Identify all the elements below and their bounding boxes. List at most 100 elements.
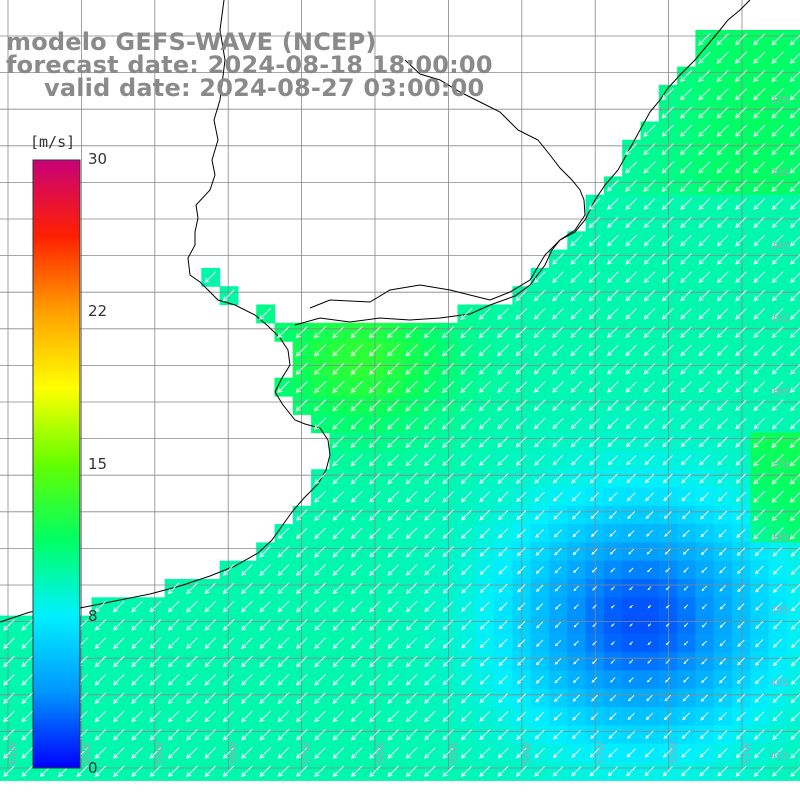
wind-arrow: [442, 417, 455, 430]
wind-arrow: [698, 88, 711, 101]
wind-arrow: [167, 710, 180, 723]
wind-arrow: [679, 161, 693, 174]
wind-arrow: [625, 161, 638, 174]
wind-arrow: [629, 641, 634, 646]
wind-arrow: [149, 673, 162, 686]
wind-arrow: [497, 765, 509, 777]
wind-arrow: [771, 234, 784, 247]
wind-arrow: [259, 692, 272, 704]
wind-arrow: [533, 307, 546, 320]
wind-arrow: [719, 621, 726, 628]
wind-arrow: [680, 326, 692, 338]
wind-arrow: [609, 548, 616, 555]
wind-arrow: [735, 326, 747, 338]
wind-arrow: [479, 583, 490, 594]
wind-arrow: [570, 326, 583, 338]
wind-arrow: [277, 655, 290, 668]
wind-arrow: [627, 530, 635, 537]
wind-arrow: [552, 436, 564, 448]
wind-arrow: [424, 637, 436, 649]
wind-arrow: [369, 509, 381, 521]
wind-arrow: [478, 344, 491, 357]
wind-arrow: [771, 508, 784, 522]
wind-arrow: [94, 600, 107, 613]
wind-arrow: [368, 380, 382, 394]
wind-arrow: [533, 399, 546, 412]
lon-label: 60W: [82, 742, 93, 765]
wind-arrow: [387, 325, 400, 339]
wind-arrow: [570, 399, 583, 412]
wind-arrow: [573, 658, 580, 665]
wind-arrow: [350, 600, 363, 613]
wind-arrow: [332, 582, 345, 595]
wind-arrow: [755, 584, 764, 593]
wind-arrow: [442, 325, 455, 339]
wind-arrow: [460, 509, 473, 521]
wind-arrow: [387, 545, 400, 558]
wind-arrow: [718, 510, 728, 520]
wind-arrow: [753, 490, 766, 503]
wind-arrow: [498, 693, 509, 704]
wind-arrow: [387, 710, 400, 723]
wind-arrow: [735, 399, 747, 412]
wind-arrow: [717, 436, 729, 448]
wind-arrow: [222, 582, 235, 595]
wind-arrow: [479, 747, 491, 759]
wind-arrow: [607, 234, 619, 247]
wind-arrow: [791, 620, 800, 630]
wind-arrow: [627, 712, 635, 721]
wind-speed-cell: [786, 30, 800, 49]
wind-arrow: [204, 619, 217, 631]
wind-arrow: [479, 454, 491, 466]
wind-arrow: [626, 473, 637, 484]
wind-arrow: [665, 659, 671, 664]
wind-arrow: [295, 564, 308, 576]
wind-arrow: [535, 547, 544, 556]
wind-arrow: [647, 623, 652, 627]
wind-arrow: [442, 710, 454, 723]
wind-arrow: [442, 601, 454, 612]
wind-arrow: [571, 473, 582, 484]
wind-arrow: [259, 545, 272, 558]
wind-arrow: [753, 106, 766, 119]
wind-arrow: [350, 399, 363, 412]
wind-arrow: [683, 585, 689, 591]
wind-arrow: [590, 730, 599, 740]
wind-speed-cell: [786, 725, 800, 745]
wind-arrow: [719, 585, 726, 592]
wind-arrow: [259, 307, 272, 320]
wind-arrow: [700, 712, 709, 721]
wind-arrow: [222, 728, 235, 741]
wind-arrow: [661, 106, 674, 119]
wind-arrow: [405, 674, 418, 686]
wind-arrow: [772, 656, 783, 667]
wind-arrow: [423, 380, 437, 394]
wind-arrow: [682, 548, 690, 555]
wind-arrow: [332, 619, 345, 631]
wind-arrow: [552, 417, 564, 430]
wind-arrow: [553, 729, 563, 740]
wind-arrow: [699, 454, 710, 466]
wind-arrow: [369, 673, 381, 686]
wind-arrow: [516, 675, 526, 685]
wind-arrow: [515, 326, 528, 339]
wind-arrow: [717, 454, 729, 466]
wind-arrow: [699, 473, 710, 484]
wind-arrow: [332, 600, 345, 613]
wind-arrow: [461, 656, 472, 667]
wind-arrow: [772, 693, 783, 704]
wind-arrow: [773, 620, 783, 630]
wind-arrow: [350, 673, 363, 686]
wind-arrow: [754, 675, 764, 685]
wind-arrow: [3, 765, 15, 778]
wind-arrow: [21, 673, 34, 686]
wind-arrow: [680, 307, 692, 320]
wind-arrow: [424, 509, 436, 521]
wind-arrow: [478, 417, 491, 430]
wind-arrow: [570, 271, 583, 284]
wind-arrow: [589, 436, 601, 448]
wind-arrow: [716, 289, 729, 302]
wind-arrow: [479, 601, 490, 612]
wind-arrow: [700, 510, 709, 520]
wind-arrow: [607, 326, 619, 338]
